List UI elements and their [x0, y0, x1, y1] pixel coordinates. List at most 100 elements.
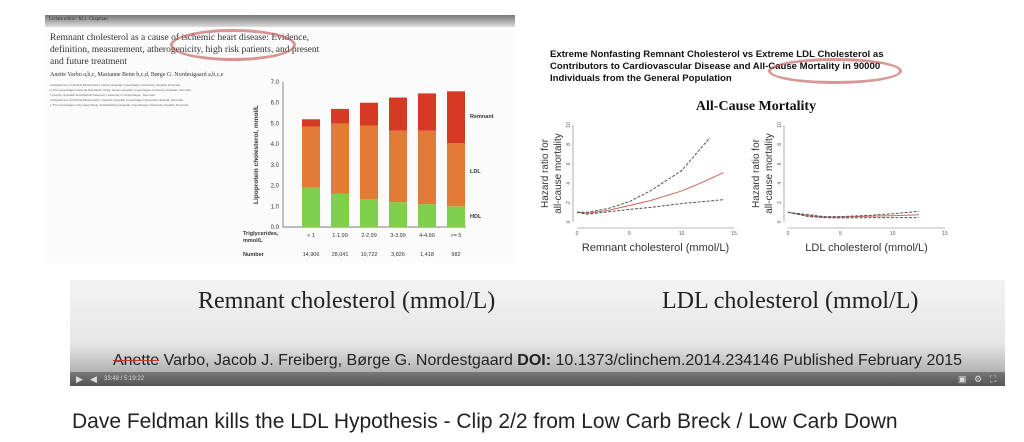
- authors: Anette Varbo a,b,c, Marianne Benn b,c,d,…: [50, 72, 224, 78]
- counts-title: Number: [243, 252, 265, 258]
- bar-segment-ldl: [447, 143, 465, 207]
- time-display: 33:48 / 5:19:22: [104, 376, 145, 382]
- y-tick-label: 4: [566, 182, 572, 185]
- bar-segment-hdl: [302, 187, 320, 227]
- title-line: and future treatment: [50, 57, 128, 67]
- bar-segment-ldl: [418, 130, 436, 205]
- bar-segment-remnant: [331, 108, 349, 124]
- y-tick-label: 8: [566, 143, 572, 146]
- x-tick-label: 0: [576, 231, 579, 237]
- y-tick-label: 5.0: [271, 121, 280, 127]
- line-upper: [787, 210, 919, 218]
- count-label: 3,826: [391, 252, 405, 258]
- title-line: Individuals from the General Population: [550, 73, 732, 84]
- bar-segment-ldl: [331, 123, 349, 194]
- title-line: Extreme Nonfasting Remnant Cholesterol v…: [550, 49, 884, 60]
- category-label: 3-3.99: [390, 233, 406, 239]
- y-axis-title-line2: all-cause mortality: [553, 133, 564, 214]
- y-tick-label: 6.0: [271, 101, 280, 107]
- y-tick-label: 2: [566, 201, 572, 204]
- x-tick-label: 0: [787, 231, 790, 237]
- y-tick-label: 7.0: [271, 80, 280, 86]
- y-axis-title: Lipoprotein cholesterol, mmol/L: [253, 105, 260, 204]
- volume-icon[interactable]: ◀: [90, 374, 97, 384]
- play-icon[interactable]: ▶: [76, 374, 83, 384]
- line-lower: [787, 211, 919, 219]
- settings-gear-icon[interactable]: ⚙: [974, 374, 983, 384]
- y-tick-label: 6: [777, 162, 783, 165]
- line-upper: [577, 137, 711, 213]
- study-title: Extreme Nonfasting Remnant Cholesterol v…: [550, 49, 884, 85]
- bar-segment-hdl: [418, 204, 436, 227]
- editor-line: Lictate editor: M.J. Chapman: [49, 17, 108, 22]
- y-axis-title: Hazard ratio for: [751, 138, 762, 208]
- y-tick-label: 3.0: [271, 163, 280, 169]
- line-estimate: [576, 172, 724, 214]
- y-tick-label: 2.0: [271, 184, 280, 190]
- citation-caption: Anette Varbo, Jacob J. Freiberg, Børge G…: [70, 352, 1005, 370]
- bar-segment-remnant: [447, 91, 465, 144]
- highlight-ellipse: [768, 58, 902, 84]
- bar-segment-remnant: [418, 93, 436, 131]
- right-slide: Extreme Nonfasting Remnant Cholesterol v…: [520, 40, 960, 262]
- bar-segment-ldl: [360, 125, 378, 200]
- affiliation: b The Copenhagen General Population Stud…: [50, 88, 191, 92]
- y-tick-label: 2: [777, 201, 783, 204]
- video-player[interactable]: Remnant cholesterol (mmol/L) LDL cholest…: [70, 280, 1005, 386]
- category-label: < 1: [307, 233, 315, 239]
- captions-icon[interactable]: ▣: [958, 374, 967, 384]
- affiliation: d Department of Clinical Biochemistry, G…: [50, 98, 184, 102]
- affiliation: a Department of Clinical Biochemistry, H…: [50, 83, 181, 87]
- line-lower: [576, 199, 724, 215]
- y-tick-label: 10: [777, 122, 783, 128]
- y-tick-label: 0: [566, 220, 572, 223]
- video-title[interactable]: Dave Feldman kills the LDL Hypothesis - …: [72, 410, 898, 433]
- y-tick-label: 8: [777, 143, 783, 146]
- slide-top-shadow: [45, 15, 515, 27]
- highlight-ellipse: [170, 29, 296, 61]
- title-line: Contributors to Cardiovascular Disease a…: [550, 61, 881, 72]
- overlay-remnant-label: Remnant cholesterol (mmol/L): [198, 288, 496, 314]
- category-label: 1-1.99: [332, 233, 348, 239]
- bar-segment-ldl: [389, 130, 407, 203]
- caption-doi: 10.1373/clinchem.2014.234146 Published F…: [551, 352, 963, 369]
- x-axis-title: LDL cholesterol (mmol/L): [805, 242, 927, 254]
- bar-segment-hdl: [360, 199, 378, 227]
- left-slide: Lictate editor: M.J. Chapman Remnant cho…: [45, 15, 515, 262]
- x-axis-title: Remnant cholesterol (mmol/L): [582, 242, 729, 254]
- count-label: 982: [451, 252, 460, 258]
- x-tick-label: 10: [679, 231, 685, 237]
- y-tick-label: 0: [777, 220, 783, 223]
- category-label: 2-2.99: [361, 233, 377, 239]
- bar-segment-hdl: [389, 202, 407, 227]
- legend-label: HDL: [470, 214, 482, 220]
- x-tick-label: 10: [890, 231, 896, 237]
- category-label: >= 5: [450, 233, 461, 239]
- x-tick-label: 5: [628, 231, 631, 237]
- affiliation: e The Copenhagen City Heart Study, Frede…: [50, 103, 189, 107]
- fullscreen-icon[interactable]: ⛶: [990, 374, 997, 384]
- bar-segment-remnant: [302, 119, 320, 127]
- category-axis-title: Triglycerides, mmol/L: [243, 231, 279, 244]
- bar-segment-ldl: [302, 126, 320, 188]
- y-tick-label: 6: [566, 162, 572, 165]
- bar-segment-hdl: [331, 193, 349, 227]
- line-estimate: [787, 211, 919, 218]
- affiliation: c Faculty of Health and Medical Sciences…: [50, 93, 155, 97]
- count-label: 28,041: [332, 252, 349, 258]
- x-tick-label: 15: [942, 231, 948, 237]
- bar-segment-hdl: [447, 206, 465, 227]
- bar-segment-remnant: [360, 102, 378, 126]
- x-tick-label: 15: [731, 231, 737, 237]
- legend-label: Remnant: [470, 114, 494, 120]
- y-tick-label: 4.0: [271, 142, 280, 148]
- x-tick-label: 5: [839, 231, 842, 237]
- category-label: 4-4.99: [419, 233, 435, 239]
- overlay-ldl-label: LDL cholesterol (mmol/L): [662, 288, 919, 314]
- caption-strike: Anette: [112, 352, 160, 369]
- y-tick-label: 0.0: [271, 225, 280, 231]
- bar-segment-remnant: [389, 97, 407, 131]
- y-tick-label: 10: [566, 122, 572, 128]
